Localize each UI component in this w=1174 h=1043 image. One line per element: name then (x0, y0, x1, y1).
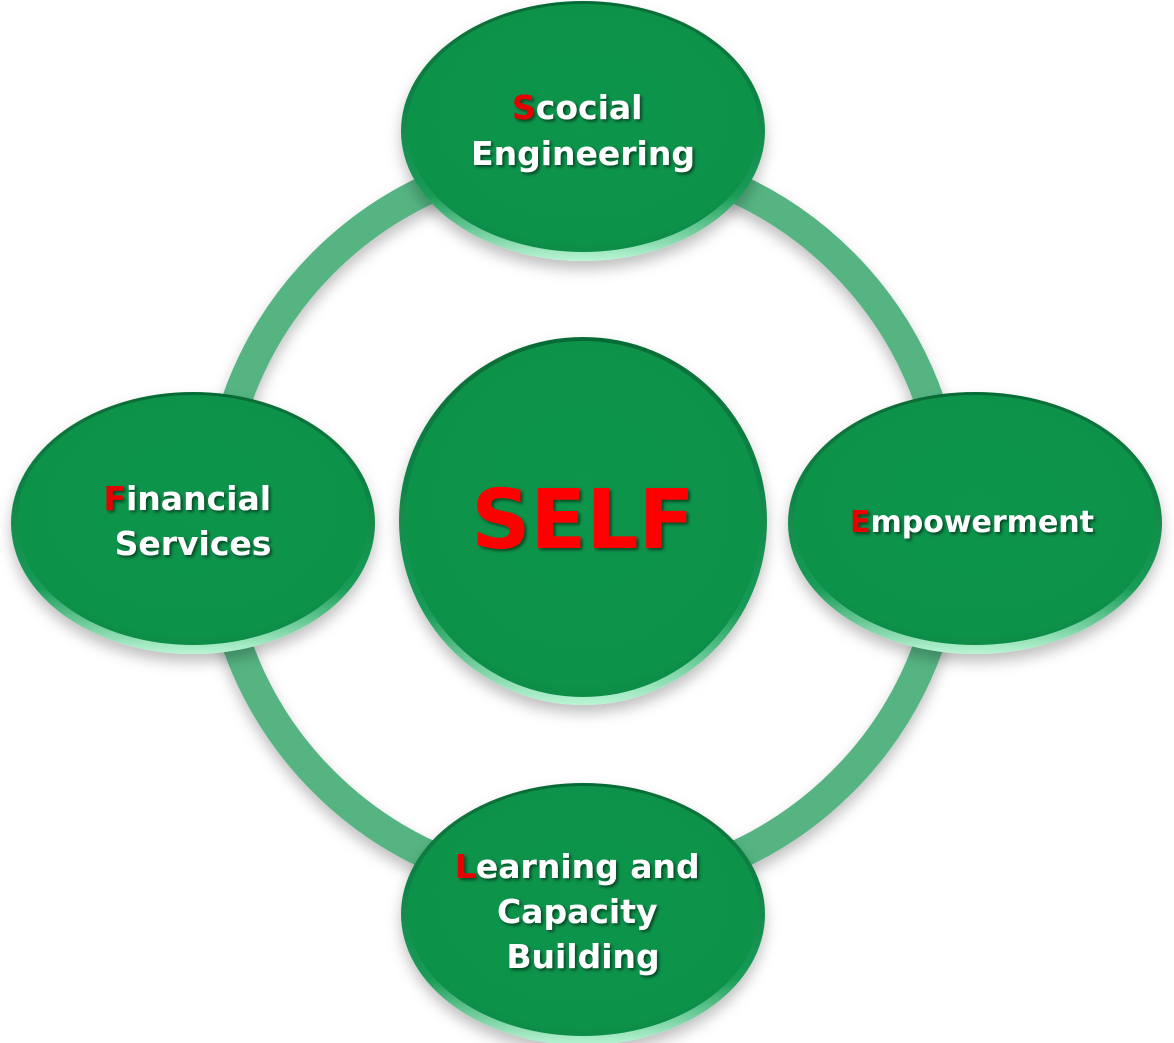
node-social-engineering-label: Scocial Engineering (471, 88, 695, 173)
center-node (399, 337, 767, 705)
bottom-line1: earning and (476, 847, 700, 886)
top-line2: Engineering (471, 134, 695, 173)
initial-e: E (850, 505, 871, 540)
initial-f: F (103, 479, 126, 518)
top-line1: cocial (536, 88, 643, 127)
left-line2: Services (115, 524, 272, 563)
node-financial-services-label: Financial Services (103, 479, 282, 563)
node-empowerment (788, 392, 1162, 654)
right-line1: mpowerment (870, 505, 1094, 540)
node-social-engineering (401, 1, 765, 261)
node-financial-services (11, 392, 375, 654)
left-line1: inancial (126, 479, 271, 518)
bottom-line2: Capacity (497, 892, 658, 931)
node-empowerment-label: Empowerment (850, 505, 1094, 540)
initial-s: S (512, 88, 536, 127)
bottom-line3: Building (506, 937, 659, 976)
node-learning-capacity-building (401, 783, 765, 1043)
initial-l: L (455, 847, 476, 886)
node-learning-capacity-building-label: Learning and Capacity Building (455, 847, 711, 976)
center-label: SELF (471, 473, 694, 568)
